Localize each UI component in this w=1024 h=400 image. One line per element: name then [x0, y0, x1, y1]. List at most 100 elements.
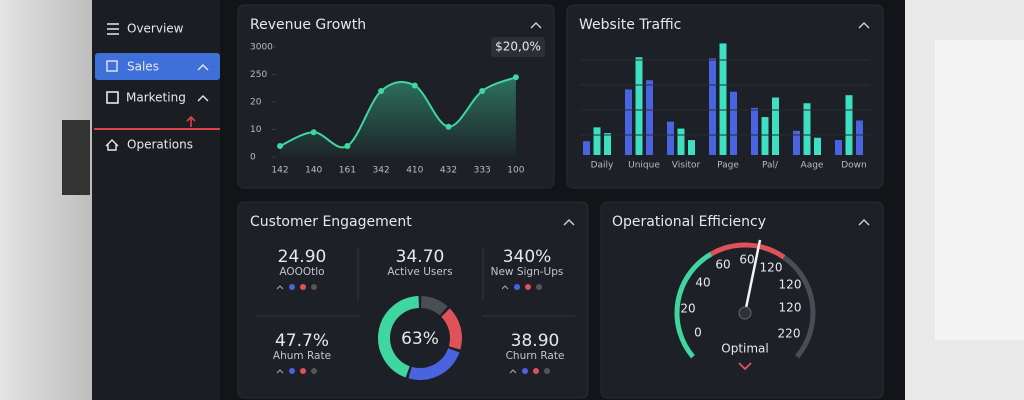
point	[445, 123, 452, 130]
status-chevron	[738, 362, 752, 371]
chevron[interactable]	[858, 22, 870, 29]
gauge-label: 0	[694, 326, 702, 340]
gauge-label: 120	[760, 261, 783, 275]
status-dot	[514, 284, 520, 290]
bar	[604, 133, 611, 155]
x-tick-label: 100	[507, 166, 524, 176]
status-dot	[533, 368, 539, 374]
x-tick-label: 410	[406, 166, 423, 176]
bar	[635, 57, 643, 155]
x-tick-label: Aage	[801, 161, 824, 171]
trend-icon	[501, 285, 509, 290]
bar	[709, 58, 716, 155]
bar	[583, 141, 590, 155]
y-tick-label: 0	[250, 153, 256, 163]
x-tick-label: 140	[305, 166, 322, 176]
chevron[interactable]	[858, 219, 870, 226]
status-dot	[311, 368, 317, 374]
gauge-label: 20	[680, 302, 695, 316]
metric-label: Active Users	[387, 266, 452, 278]
gauge-label: 120	[779, 278, 802, 292]
needle	[743, 239, 762, 314]
status-dot	[522, 368, 528, 374]
y-tick-label: 250	[250, 70, 267, 80]
background-object	[62, 120, 90, 195]
collapse-icons	[530, 22, 870, 226]
status-dot	[300, 368, 306, 374]
y-tick-label: 3000	[250, 43, 273, 53]
metric-value: 340%	[503, 247, 552, 267]
x-tick-label: 342	[373, 166, 390, 176]
metric-value: 38.90	[511, 331, 560, 351]
x-tick-label: 333	[474, 166, 491, 176]
x-tick-label: Down	[841, 161, 867, 171]
point	[277, 143, 283, 149]
metric-value: 34.70	[396, 247, 445, 267]
point	[344, 143, 351, 149]
bar	[730, 91, 737, 155]
bar	[845, 95, 853, 155]
card-title: Website Traffic	[579, 17, 681, 33]
point	[378, 88, 385, 94]
point	[512, 74, 519, 81]
x-tick-label: 142	[271, 166, 288, 176]
chevron[interactable]	[563, 219, 575, 226]
x-tick-label: 161	[339, 166, 356, 176]
bar	[593, 127, 601, 155]
metric-label: Ahum Rate	[273, 350, 331, 362]
status-dot	[289, 368, 295, 374]
status-dot	[289, 284, 295, 290]
bar	[667, 121, 674, 155]
donut-segment	[420, 296, 448, 316]
status-dot	[300, 284, 306, 290]
card-title: Customer Engagement	[250, 214, 412, 230]
bar	[761, 117, 769, 155]
status-dot	[544, 368, 550, 374]
point	[479, 88, 486, 94]
gauge-label: 220	[778, 327, 801, 341]
card	[600, 201, 884, 399]
needle-hub	[738, 306, 752, 320]
point	[411, 82, 418, 89]
metric-label: Churn Rate	[506, 350, 565, 362]
background-left	[0, 0, 92, 400]
sales-icon	[106, 60, 118, 72]
x-tick-label: Pal/	[762, 161, 779, 171]
menu-icon	[107, 23, 119, 35]
gauge-arc	[674, 251, 713, 359]
donut-segment	[441, 308, 462, 350]
x-tick-label: Visitor	[672, 161, 701, 171]
marketing-icon	[106, 91, 119, 104]
bar	[751, 107, 758, 155]
menu-item[interactable]: Overview	[127, 22, 184, 36]
donut-label: 63%	[401, 329, 439, 349]
trend-icon	[276, 369, 284, 374]
card-title: Operational Efficiency	[612, 214, 766, 230]
y-tick-label: 20	[250, 98, 262, 108]
metric-value: 47.7%	[275, 331, 329, 351]
menu-item[interactable]: Marketing	[126, 91, 186, 105]
gauge-status: Optimal	[721, 342, 768, 356]
metric-value: 24.90	[278, 247, 327, 267]
sidebar-menu: Overview Sales Marketing Operations	[94, 22, 220, 152]
y-tick-label: 10	[250, 125, 262, 135]
chevron	[197, 95, 209, 102]
card-title: Revenue Growth	[250, 17, 366, 33]
area	[280, 77, 516, 157]
bar	[803, 103, 811, 155]
metric-label: AOOOtlo	[279, 266, 324, 278]
tooltip	[491, 37, 545, 57]
x-tick-label: Unique	[628, 161, 660, 171]
bar	[625, 89, 632, 155]
chevron[interactable]	[530, 22, 542, 29]
menu-item[interactable]: Sales	[127, 60, 159, 74]
home-icon	[105, 139, 119, 151]
trend-icon	[509, 369, 517, 374]
bar	[814, 137, 821, 155]
active-item-bg[interactable]	[95, 53, 220, 80]
gauge-label: 60	[715, 258, 730, 272]
x-tick-label: Page	[717, 161, 739, 171]
x-tick-label: Daily	[591, 161, 614, 171]
menu-item[interactable]: Operations	[127, 138, 193, 152]
